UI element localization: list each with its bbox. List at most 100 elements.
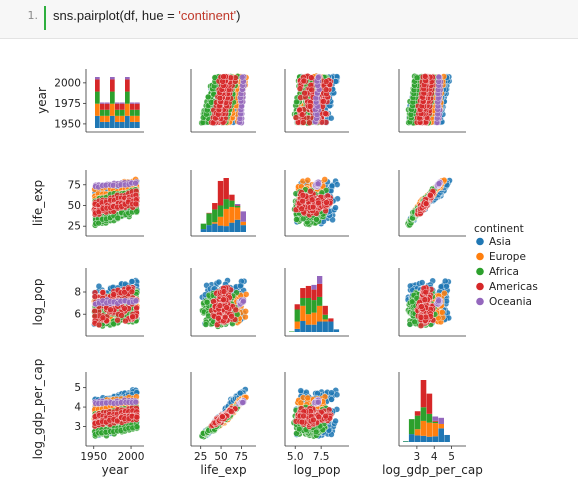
scatter-point (130, 314, 136, 320)
hist-bar (300, 306, 305, 321)
hist-bar (120, 116, 125, 122)
panel-log_pop-vs-log_gdp_per_cap (399, 268, 466, 336)
panel-log_gdp_per_cap-vs-year (86, 372, 144, 446)
hist-bar (306, 298, 311, 314)
scatter-point (299, 206, 305, 212)
hist-bar (100, 103, 105, 104)
hist-bar (311, 285, 316, 290)
hist-bar (323, 319, 328, 321)
scatter-point (300, 216, 306, 222)
hist-bar (300, 298, 305, 306)
hist-bar (130, 110, 135, 116)
scatter-point (323, 199, 329, 205)
scatter-point (129, 289, 135, 295)
hist-bar (241, 222, 246, 225)
scatter-point (323, 79, 329, 85)
scatter-point (96, 283, 102, 289)
hist-bar (130, 104, 135, 110)
scatter-point (307, 188, 313, 194)
pairplot-figure: 19501975200025507568345yearlife_explog_p… (0, 46, 578, 479)
hist-bar (218, 217, 223, 226)
scatter-point (111, 291, 117, 297)
scatter-point (305, 177, 311, 183)
hist-bar (135, 122, 140, 128)
hist-bar (125, 92, 130, 104)
hist-bar (229, 201, 234, 207)
hist-bar (317, 276, 322, 284)
hist-bar (105, 116, 110, 122)
hist-bar (105, 122, 110, 128)
scatter-point (315, 181, 321, 187)
code-cell[interactable]: 1. sns.pairplot(df, hue = 'continent') (0, 0, 578, 39)
scatter-point (315, 200, 321, 206)
scatter-point (412, 319, 418, 325)
hist-bar (323, 322, 328, 332)
scatter-point (307, 103, 313, 109)
hist-bar (295, 309, 300, 321)
hist-bar (95, 104, 100, 116)
hist-bar (95, 116, 100, 128)
scatter-point (323, 111, 329, 117)
scatter-point (418, 314, 424, 320)
hist-bar (100, 122, 105, 128)
scatter-point (315, 75, 321, 81)
hist-bar (241, 211, 246, 221)
scatter-point (96, 322, 102, 328)
hist-bar (212, 224, 217, 232)
panel-life_exp-vs-log_pop (285, 170, 349, 236)
hist-bar (100, 110, 105, 116)
hist-bar (235, 220, 240, 232)
scatter-point (229, 313, 235, 319)
hist-bar (311, 325, 316, 332)
scatter-point (243, 308, 249, 314)
hist-bar (300, 288, 305, 298)
line-number: 1. (22, 9, 38, 22)
scatter-point (121, 305, 127, 311)
hist-bar (317, 322, 322, 332)
hist-bar (100, 116, 105, 122)
scatter-point (300, 198, 306, 204)
hist-bar (224, 178, 229, 199)
scatter-point (221, 289, 227, 295)
scatter-point (216, 279, 222, 285)
hist-bar (206, 213, 211, 225)
hist-bar (295, 304, 300, 309)
hist-bar (224, 199, 229, 209)
hist-bar (135, 116, 140, 122)
hist-bar (120, 110, 125, 116)
hist-bar (206, 225, 211, 232)
scatter-point (423, 289, 429, 295)
hist-bar (110, 92, 115, 104)
scatter-point (239, 74, 245, 80)
scatter-point (301, 78, 307, 84)
scatter-point (320, 98, 326, 104)
hist-bar (323, 315, 328, 320)
scatter-point (215, 315, 221, 321)
hist-bar (300, 321, 305, 332)
hist-bar (241, 225, 246, 232)
hist-bar (306, 286, 311, 298)
scatter-point (133, 180, 139, 186)
hist-bar (125, 116, 130, 128)
hist-bar (95, 92, 100, 104)
scatter-point (222, 314, 228, 320)
scatter-point (422, 297, 428, 303)
scatter-point (224, 305, 230, 311)
hist-bar (224, 209, 229, 226)
code-line[interactable]: sns.pairplot(df, hue = 'continent') (53, 8, 240, 23)
hist-bar (125, 77, 130, 79)
hist-bar (295, 329, 300, 332)
scatter-point (237, 283, 243, 289)
scatter-point (300, 119, 306, 125)
scatter-point (302, 90, 308, 96)
hist-bar (201, 224, 206, 229)
scatter-point (436, 181, 442, 187)
hist-bar (235, 207, 240, 219)
panel-life_exp-vs-log_gdp_per_cap (399, 170, 466, 236)
panel-log_pop-vs-log_pop (285, 268, 349, 336)
scatter-point (294, 216, 300, 222)
scatter-point (133, 201, 139, 207)
scatter-point (100, 315, 106, 321)
scatter-point (419, 304, 425, 310)
scatter-point (134, 305, 140, 311)
